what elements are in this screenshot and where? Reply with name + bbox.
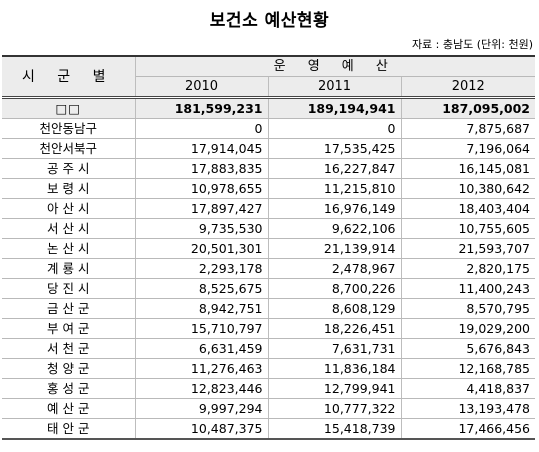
table-row: 천안서북구 17,914,045 17,535,425 7,196,064 <box>2 138 536 159</box>
budget-value-2011: 9,622,106 <box>268 218 402 239</box>
budget-value-2011: 15,418,739 <box>268 418 402 440</box>
table-row: 서 산 시 9,735,530 9,622,106 10,755,605 <box>2 218 536 239</box>
budget-value-2012: 10,380,642 <box>401 178 536 199</box>
year-header-2011: 2011 <box>268 76 402 99</box>
region-name: 태 안 군 <box>2 418 136 440</box>
budget-value-2011: 10,777,322 <box>268 398 402 419</box>
year-header-2010: 2010 <box>135 76 269 99</box>
budget-value-2010: 17,883,835 <box>135 158 269 179</box>
budget-value-2012: 4,418,837 <box>401 378 536 399</box>
table-row: 공 주 시 17,883,835 16,227,847 16,145,081 <box>2 158 536 179</box>
budget-value-2010: 12,823,446 <box>135 378 269 399</box>
budget-value-2012: 10,755,605 <box>401 218 536 239</box>
table-row: 태 안 군 10,487,375 15,418,739 17,466,456 <box>2 418 536 440</box>
budget-value-2012: 19,029,200 <box>401 318 536 339</box>
budget-value-2010: 11,276,463 <box>135 358 269 379</box>
region-column-header: 시 군 별 <box>2 55 136 99</box>
budget-value-2010: 17,914,045 <box>135 138 269 159</box>
budget-value-2012: 11,400,243 <box>401 278 536 299</box>
table-row: 계 룡 시 2,293,178 2,478,967 2,820,175 <box>2 258 536 279</box>
budget-value-2011: 0 <box>268 118 402 139</box>
budget-value-2012: 21,593,707 <box>401 238 536 259</box>
table-row: 금 산 군 8,942,751 8,608,129 8,570,795 <box>2 298 536 319</box>
budget-value-2011: 17,535,425 <box>268 138 402 159</box>
budget-value-2010: 17,897,427 <box>135 198 269 219</box>
budget-value-2010: 15,710,797 <box>135 318 269 339</box>
budget-value-2012: 16,145,081 <box>401 158 536 179</box>
budget-value-2010: 20,501,301 <box>135 238 269 259</box>
table-row: 천안동남구 0 0 7,875,687 <box>2 118 536 139</box>
budget-value-2010: 9,735,530 <box>135 218 269 239</box>
region-name: 천안서북구 <box>2 138 136 159</box>
source-unit-note: 자료 : 충남도 (단위: 천원) <box>411 38 533 51</box>
table-row: 서 천 군 6,631,459 7,631,731 5,676,843 <box>2 338 536 359</box>
header-row-years: 2010 2011 2012 <box>2 76 536 99</box>
region-name: 금 산 군 <box>2 298 136 319</box>
budget-value-2011: 16,227,847 <box>268 158 402 179</box>
operating-budget-header: 운 영 예 산 <box>135 55 536 77</box>
region-name: 청 양 군 <box>2 358 136 379</box>
region-name: 아 산 시 <box>2 198 136 219</box>
total-label: □□ <box>2 97 136 119</box>
budget-value-2011: 16,976,149 <box>268 198 402 219</box>
region-name: 서 천 군 <box>2 338 136 359</box>
budget-value-2012: 5,676,843 <box>401 338 536 359</box>
budget-value-2011: 2,478,967 <box>268 258 402 279</box>
budget-value-2012: 13,193,478 <box>401 398 536 419</box>
budget-value-2010: 0 <box>135 118 269 139</box>
region-name: 보 령 시 <box>2 178 136 199</box>
table-row: 청 양 군 11,276,463 11,836,184 12,168,785 <box>2 358 536 379</box>
budget-value-2011: 7,631,731 <box>268 338 402 359</box>
total-value-2012: 187,095,002 <box>401 97 536 119</box>
budget-value-2010: 10,978,655 <box>135 178 269 199</box>
table-row: 예 산 군 9,997,294 10,777,322 13,193,478 <box>2 398 536 419</box>
budget-value-2012: 18,403,404 <box>401 198 536 219</box>
budget-value-2011: 8,608,129 <box>268 298 402 319</box>
region-name: 천안동남구 <box>2 118 136 139</box>
budget-value-2012: 17,466,456 <box>401 418 536 440</box>
budget-value-2011: 8,700,226 <box>268 278 402 299</box>
region-name: 홍 성 군 <box>2 378 136 399</box>
budget-value-2012: 8,570,795 <box>401 298 536 319</box>
table-row: 부 여 군 15,710,797 18,226,451 19,029,200 <box>2 318 536 339</box>
header-row-top: 시 군 별 운 영 예 산 <box>2 55 536 99</box>
region-name: 예 산 군 <box>2 398 136 419</box>
budget-value-2012: 7,875,687 <box>401 118 536 139</box>
total-value-2011: 189,194,941 <box>268 97 402 119</box>
page-title: 보건소 예산현황 <box>209 11 330 31</box>
budget-value-2010: 2,293,178 <box>135 258 269 279</box>
budget-value-2011: 12,799,941 <box>268 378 402 399</box>
budget-table: 시 군 별 운 영 예 산 2010 2011 2012 □□ 181,599,… <box>2 55 536 440</box>
table-row: 당 진 시 8,525,675 8,700,226 11,400,243 <box>2 278 536 299</box>
budget-value-2012: 7,196,064 <box>401 138 536 159</box>
total-value-2010: 181,599,231 <box>135 97 269 119</box>
region-name: 계 룡 시 <box>2 258 136 279</box>
region-name: 부 여 군 <box>2 318 136 339</box>
region-name: 당 진 시 <box>2 278 136 299</box>
year-header-2012: 2012 <box>401 76 536 99</box>
table-row: 보 령 시 10,978,655 11,215,810 10,380,642 <box>2 178 536 199</box>
budget-value-2011: 11,215,810 <box>268 178 402 199</box>
budget-value-2010: 9,997,294 <box>135 398 269 419</box>
budget-value-2011: 11,836,184 <box>268 358 402 379</box>
budget-value-2012: 12,168,785 <box>401 358 536 379</box>
budget-value-2010: 8,525,675 <box>135 278 269 299</box>
budget-value-2010: 10,487,375 <box>135 418 269 440</box>
budget-value-2012: 2,820,175 <box>401 258 536 279</box>
region-name: 서 산 시 <box>2 218 136 239</box>
budget-value-2011: 21,139,914 <box>268 238 402 259</box>
table-row: 논 산 시 20,501,301 21,139,914 21,593,707 <box>2 238 536 259</box>
total-row: □□ 181,599,231 189,194,941 187,095,002 <box>2 97 536 119</box>
table-row: 홍 성 군 12,823,446 12,799,941 4,418,837 <box>2 378 536 399</box>
budget-value-2011: 18,226,451 <box>268 318 402 339</box>
table-row: 아 산 시 17,897,427 16,976,149 18,403,404 <box>2 198 536 219</box>
region-name: 논 산 시 <box>2 238 136 259</box>
budget-value-2010: 8,942,751 <box>135 298 269 319</box>
budget-value-2010: 6,631,459 <box>135 338 269 359</box>
region-name: 공 주 시 <box>2 158 136 179</box>
